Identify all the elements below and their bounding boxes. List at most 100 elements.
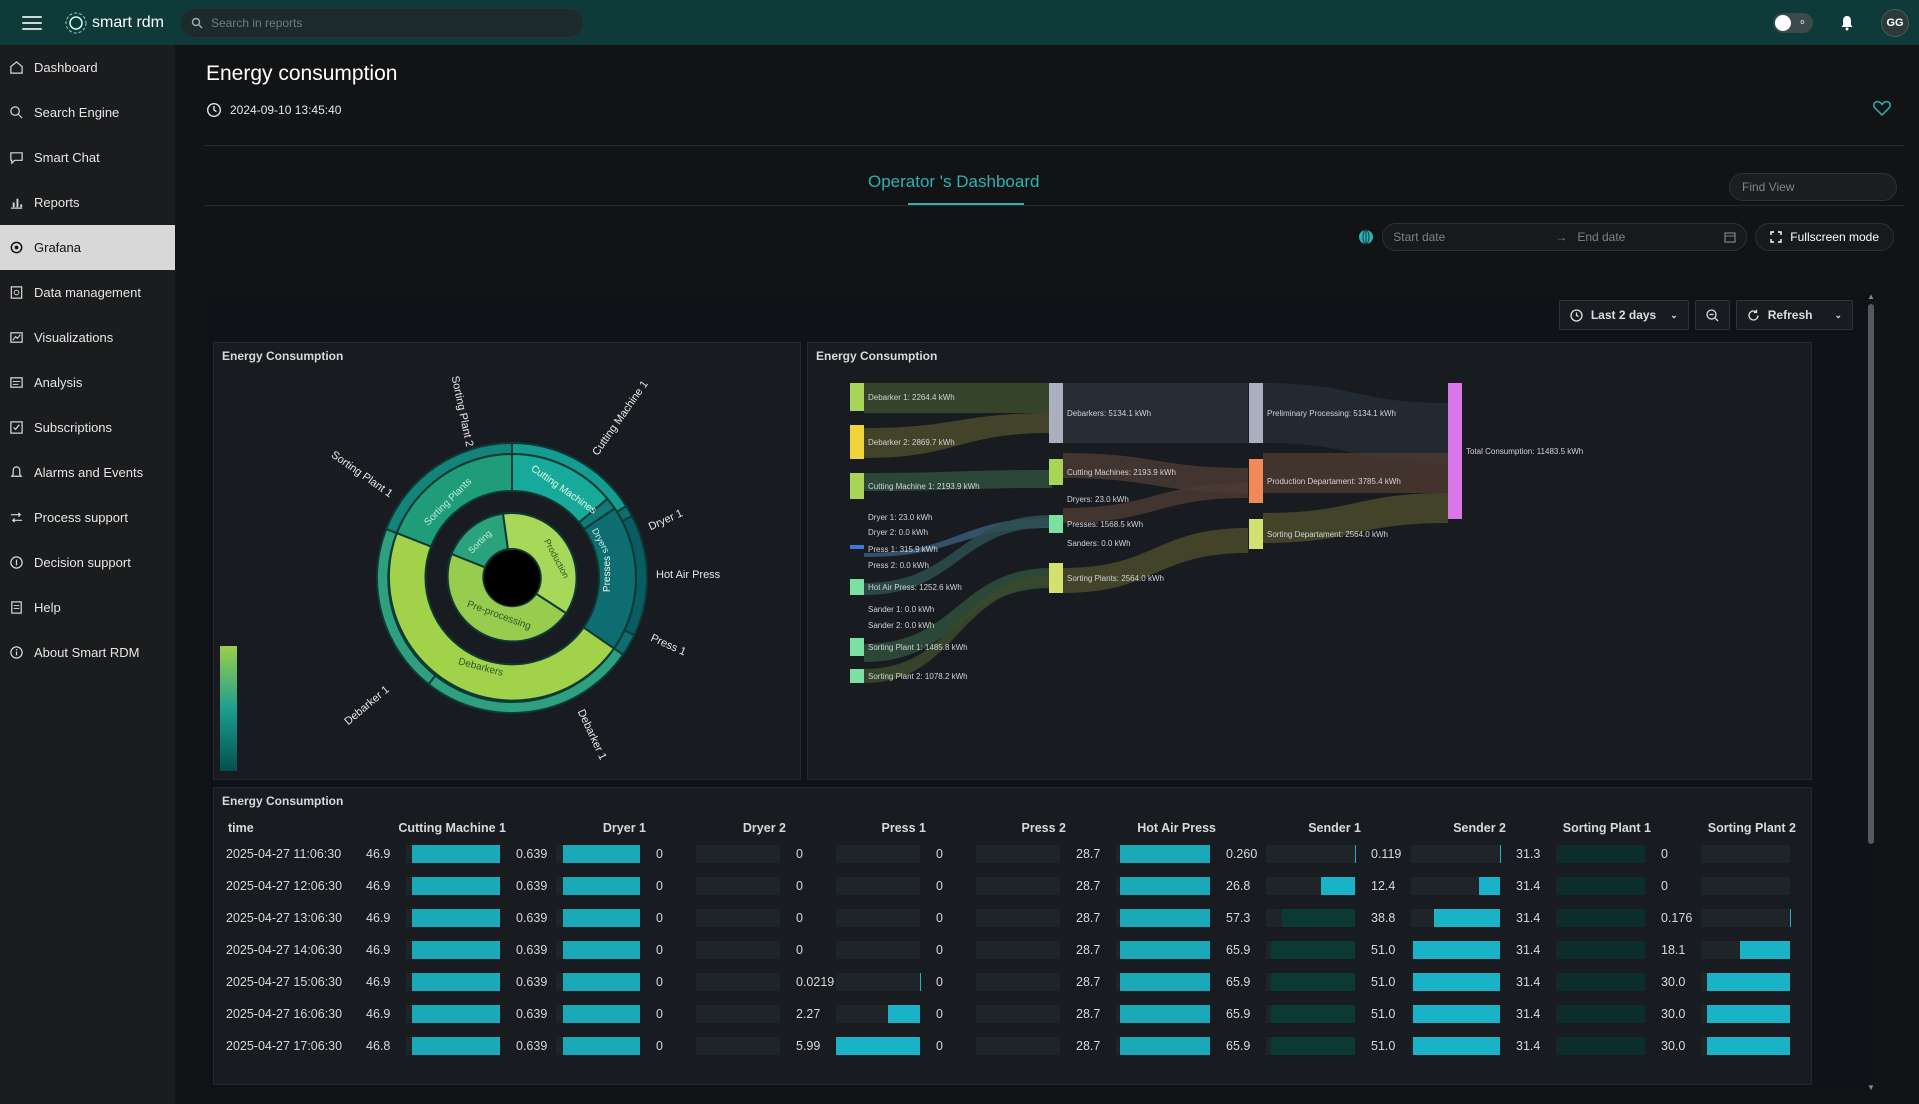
cell-bar-fill (1557, 941, 1645, 959)
calendar-icon[interactable] (1724, 231, 1736, 243)
sankey-source-label: Sorting Plant 1: 1485.8 kWh (868, 643, 968, 652)
cell-value: 28.7 (1076, 975, 1101, 989)
column-header[interactable]: Press 1 (881, 821, 926, 835)
sunburst-chart[interactable]: Pre-processing Sorting Production Debark… (214, 343, 802, 781)
sankey-link-4[interactable] (864, 515, 1052, 595)
column-header[interactable]: Sender 2 (1453, 821, 1506, 835)
sidebar-item-about-smart-rdm[interactable]: About Smart RDM (0, 630, 175, 675)
column-header[interactable]: Sorting Plant 2 (1707, 821, 1796, 835)
app-logo[interactable]: smart rdm (64, 11, 164, 35)
sankey-department-node[interactable] (1249, 519, 1263, 549)
sankey-link-11[interactable] (1263, 383, 1448, 463)
cell-value: 46.9 (366, 911, 391, 925)
favorite-heart-icon[interactable] (1873, 100, 1891, 116)
sidebar-item-decision-support[interactable]: Decision support (0, 540, 175, 585)
refresh-interval-chevron-icon[interactable]: ⌄ (1834, 309, 1842, 320)
table-cell: 0 (932, 998, 1072, 1030)
sidebar-item-data-management[interactable]: Data management (0, 270, 175, 315)
cell-bar (836, 973, 920, 991)
column-header[interactable]: Sender 1 (1308, 821, 1361, 835)
sankey-link-13[interactable] (1263, 493, 1448, 543)
scrollbar[interactable]: ▲ ▼ (1865, 292, 1877, 1092)
sidebar-item-subscriptions[interactable]: Subscriptions (0, 405, 175, 450)
sidebar-item-analysis[interactable]: Analysis (0, 360, 175, 405)
find-view-input[interactable]: Find View (1729, 173, 1897, 201)
table-cell: 0 (932, 934, 1072, 966)
sidebar-item-reports[interactable]: Reports (0, 180, 175, 225)
sankey-link-2[interactable] (864, 470, 1052, 491)
date-range-picker[interactable]: Start date → End date (1382, 223, 1748, 251)
scroll-up-arrow[interactable]: ▲ (1867, 292, 1875, 301)
inner-ring-production[interactable] (501, 512, 578, 615)
column-header[interactable]: Press 2 (1021, 821, 1066, 835)
sankey-department-node[interactable] (1249, 459, 1263, 503)
sankey-total-node[interactable] (1448, 383, 1462, 519)
sankey-link-8[interactable] (1063, 453, 1248, 493)
table-cell: 0 (792, 870, 932, 902)
sankey-link-7[interactable] (1063, 383, 1248, 443)
sankey-link-9[interactable] (1063, 483, 1248, 523)
sidebar-item-process-support[interactable]: Process support (0, 495, 175, 540)
sankey-department-node[interactable] (1249, 383, 1263, 443)
notification-bell-icon[interactable] (1839, 15, 1855, 31)
cell-bar (406, 1005, 500, 1023)
cell-bar (1556, 877, 1645, 895)
table-cell: 46.9 (362, 966, 512, 998)
sankey-link-0[interactable] (864, 383, 1052, 413)
search-input[interactable] (211, 15, 571, 30)
hamburger-menu-icon[interactable] (22, 15, 42, 30)
sankey-source-node[interactable] (850, 545, 864, 549)
start-date-field[interactable]: Start date (1393, 230, 1446, 244)
sidebar-item-search-engine[interactable]: Search Engine (0, 90, 175, 135)
column-header[interactable]: Dryer 1 (602, 821, 646, 835)
sankey-link-6[interactable] (864, 575, 1052, 683)
sankey-source-node[interactable] (850, 579, 864, 595)
column-header[interactable]: Hot Air Press (1137, 821, 1216, 835)
refresh-button[interactable]: Refresh ⌄ (1735, 300, 1853, 330)
tab-operators-dashboard[interactable]: Operator 's Dashboard (868, 172, 1040, 191)
sankey-source-node[interactable] (850, 638, 864, 656)
cell-bar (836, 1005, 920, 1023)
sankey-chart[interactable]: Debarker 1: 2264.4 kWh Debarker 2: 2869.7… (808, 343, 1813, 781)
sankey-group-node[interactable] (1049, 515, 1063, 533)
zoom-out-button[interactable] (1694, 300, 1730, 330)
sankey-source-node[interactable] (850, 383, 864, 411)
inner-ring-pre-processing[interactable] (446, 552, 568, 643)
sidebar-item-alarms-and-events[interactable]: Alarms and Events (0, 450, 175, 495)
sankey-link-10[interactable] (1063, 528, 1248, 593)
column-header[interactable]: time (228, 821, 254, 835)
scroll-down-arrow[interactable]: ▼ (1867, 1083, 1875, 1092)
column-header[interactable]: Sorting Plant 1 (1562, 821, 1651, 835)
subscription-icon (8, 420, 24, 436)
column-header[interactable]: Cutting Machine 1 (398, 821, 506, 835)
sankey-link-12[interactable] (1263, 453, 1448, 493)
time-range-picker[interactable]: Last 2 days ⌄ (1558, 300, 1689, 330)
sankey-source-node[interactable] (850, 473, 864, 499)
sidebar-item-help[interactable]: Help (0, 585, 175, 630)
cell-bar (1116, 973, 1210, 991)
scroll-thumb[interactable] (1868, 304, 1874, 844)
globe-icon[interactable] (1358, 229, 1374, 245)
sankey-link-1[interactable] (864, 413, 1052, 458)
fullscreen-button[interactable]: Fullscreen mode (1755, 223, 1894, 251)
end-date-field[interactable]: End date (1577, 230, 1626, 244)
theme-toggle[interactable]: ⚬ (1773, 12, 1813, 33)
middle-ring-presses[interactable] (582, 507, 637, 650)
sankey-source-node[interactable] (850, 669, 864, 683)
cell-value: 5.99 (796, 1039, 821, 1053)
table-cell: 0 (652, 902, 792, 934)
sidebar-item-smart-chat[interactable]: Smart Chat (0, 135, 175, 180)
sankey-source-node[interactable] (850, 425, 864, 459)
search-box[interactable] (180, 7, 584, 38)
middle-ring-debarkers[interactable] (387, 531, 616, 702)
sankey-group-node[interactable] (1049, 383, 1063, 443)
cell-value: 0 (656, 847, 663, 861)
sidebar-item-grafana[interactable]: Grafana (0, 225, 175, 270)
sidebar-item-visualizations[interactable]: Visualizations (0, 315, 175, 360)
sankey-group-node[interactable] (1049, 459, 1063, 485)
column-header[interactable]: Dryer 2 (742, 821, 786, 835)
sankey-group-node[interactable] (1049, 563, 1063, 593)
logo-gear-icon (65, 12, 87, 33)
user-avatar[interactable]: GG (1881, 8, 1909, 37)
sidebar-item-dashboard[interactable]: Dashboard (0, 45, 175, 90)
